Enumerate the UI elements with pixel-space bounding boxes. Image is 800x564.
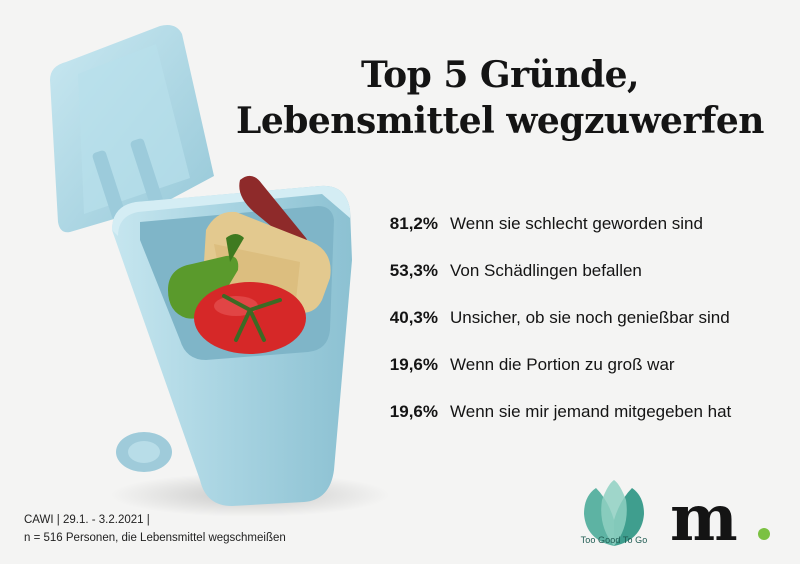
reason-value-5: 19,6% — [389, 402, 438, 421]
page-title: Top 5 Gründe, Lebensmittel wegzuwerfen — [200, 52, 800, 144]
reason-label-4: Wenn die Portion zu groß war — [450, 355, 675, 374]
survey-source-note: CAWI | 29.1. - 3.2.2021 | n = 516 Person… — [24, 511, 286, 547]
reason-value-2: 53,3% — [389, 261, 438, 280]
source-line-2: n = 516 Personen, die Lebensmittel wegsc… — [24, 532, 286, 544]
m-logo-dot — [758, 528, 770, 540]
reason-label-1: Wenn sie schlecht geworden sind — [450, 214, 703, 233]
source-line-1: CAWI | 29.1. - 3.2.2021 | — [24, 514, 150, 526]
reason-label-2: Von Schädlingen befallen — [450, 261, 642, 280]
tgtg-leaf-logo — [584, 480, 644, 546]
m-logo-letter: m — [670, 490, 738, 546]
reason-row-4: 19,6% Wenn die Portion zu groß war — [340, 351, 780, 379]
tgtg-logo-label: Too Good To Go — [580, 535, 648, 545]
m-brand-logo: m — [670, 490, 770, 546]
reason-row-2: 53,3% Von Schädlingen befallen — [340, 257, 780, 285]
reason-label-5: Wenn sie mir jemand mitgegeben hat — [450, 402, 732, 421]
reason-row-3: 40,3% Unsicher, ob sie noch genießbar si… — [340, 304, 780, 332]
title-line-1: Top 5 Gründe, — [360, 54, 640, 96]
reason-row-5: 19,6% Wenn sie mir jemand mitgegeben hat — [340, 398, 780, 426]
reason-value-4: 19,6% — [389, 355, 438, 374]
reason-value-3: 40,3% — [389, 308, 438, 327]
reason-label-3: Unsicher, ob sie noch genießbar sind — [450, 308, 730, 327]
reason-value-1: 81,2% — [389, 214, 438, 233]
title-line-2: Lebensmittel wegzuwerfen — [236, 100, 764, 142]
reason-row-1: 81,2% Wenn sie schlecht geworden sind — [340, 210, 780, 238]
